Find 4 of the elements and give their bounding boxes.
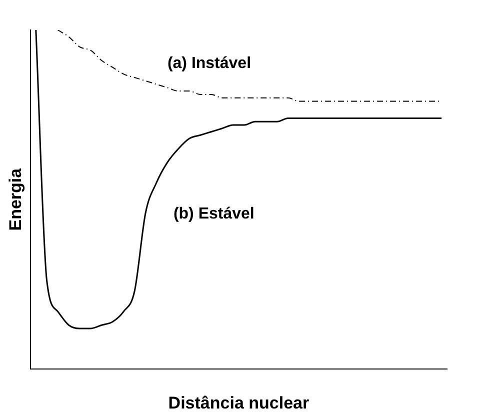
series-label: (a) Instável [167,55,252,72]
y-axis-title: Energia [6,168,25,231]
x-axis-title: Distância nuclear [168,393,310,412]
series-label: (b) Estável [173,206,254,223]
